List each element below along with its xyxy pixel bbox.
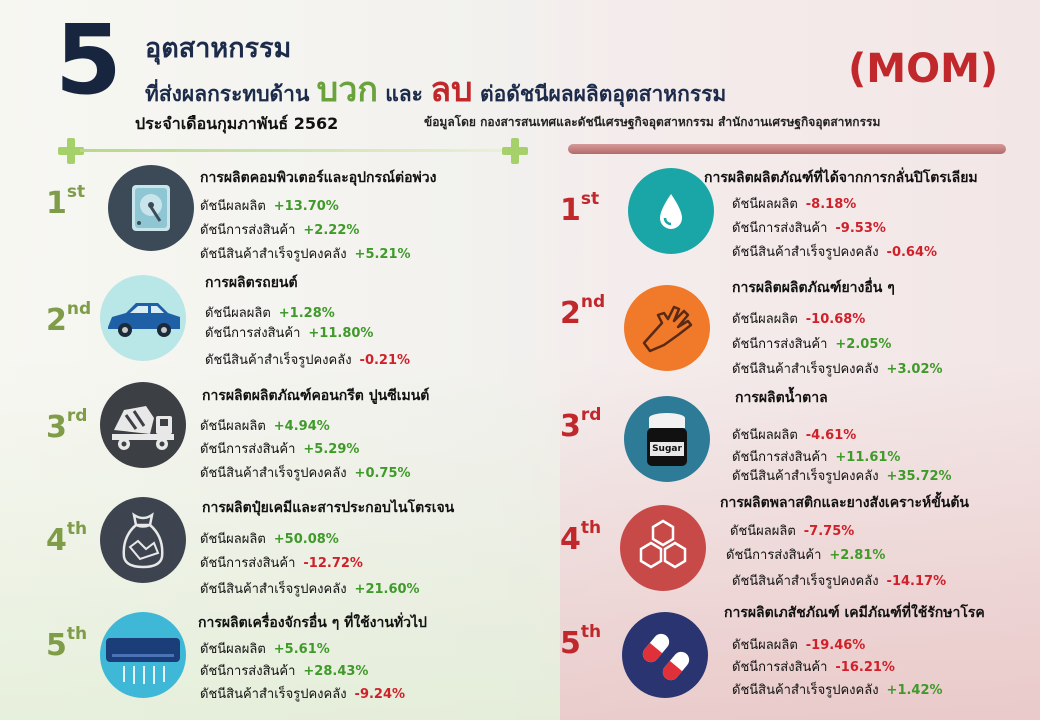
- metric-production: ดัชนีผลผลิต -10.68%: [732, 312, 866, 327]
- metric-inventory: ดัชนีสินค้าสำเร็จรูปคงคลัง +21.60%: [200, 582, 420, 597]
- negative-divider: [568, 144, 1006, 154]
- metric-inventory: ดัชนีสินค้าสำเร็จรูปคงคลัง -0.21%: [205, 353, 411, 368]
- rank-label: 3rd: [46, 406, 88, 445]
- car-icon: [100, 275, 186, 361]
- sugar-jar-label: Sugar: [652, 444, 682, 454]
- metric-inventory: ดัชนีสินค้าสำเร็จรูปคงคลัง -14.17%: [732, 574, 947, 589]
- rank-label: 2nd: [560, 292, 606, 331]
- rank-label: 1st: [560, 189, 600, 228]
- positive-divider: [80, 149, 514, 152]
- industry-title: การผลิตปุ๋ยเคมีและสารประกอบไนโตรเจน: [202, 500, 455, 516]
- industry-title: การผลิตน้ำตาล: [735, 390, 828, 406]
- industry-title: การผลิตรถยนต์: [205, 275, 298, 291]
- and-word: และ: [385, 82, 423, 106]
- plus-icon: [502, 138, 528, 164]
- headline-line1: อุตสาหกรรม: [145, 33, 292, 64]
- rank-label: 4th: [46, 519, 88, 558]
- metric-shipment: ดัชนีการส่งสินค้า +28.43%: [200, 664, 369, 679]
- fertilizer-sack-icon: [100, 497, 186, 583]
- industry-title: การผลิตผลิตภัณฑ์ยางอื่น ๆ: [732, 280, 895, 296]
- metric-production: ดัชนีผลผลิต +13.70%: [200, 199, 339, 214]
- rank-label: 2nd: [46, 299, 92, 338]
- source-credit: ข้อมูลโดย กองสารสนเทศและดัชนีเศรษฐกิจอุต…: [424, 115, 881, 129]
- metric-shipment: ดัชนีการส่งสินค้า -9.53%: [732, 221, 886, 236]
- metric-shipment: ดัชนีการส่งสินค้า +11.80%: [205, 326, 374, 341]
- metric-inventory: ดัชนีสินค้าสำเร็จรูปคงคลัง +1.42%: [732, 683, 943, 698]
- metric-shipment: ดัชนีการส่งสินค้า -16.21%: [732, 660, 895, 675]
- sugar-jar-icon: Sugar: [624, 396, 710, 482]
- industry-title: การผลิตคอมพิวเตอร์และอุปกรณ์ต่อพ่วง: [200, 170, 437, 186]
- industry-title: การผลิตผลิตภัณฑ์คอนกรีต ปูนซีเมนต์: [202, 388, 430, 404]
- headline-line2-pre: ที่ส่งผลกระทบด้าน: [145, 82, 310, 106]
- metric-production: ดัชนีผลผลิต -19.46%: [732, 638, 866, 653]
- rank-label: 4th: [560, 518, 602, 557]
- metric-shipment: ดัชนีการส่งสินค้า +5.29%: [200, 442, 360, 457]
- metric-production: ดัชนีผลผลิต +1.28%: [205, 306, 335, 321]
- headline-number: 5: [55, 4, 122, 116]
- metric-production: ดัชนีผลผลิต +4.94%: [200, 419, 330, 434]
- cement-truck-icon: [100, 382, 186, 468]
- metric-inventory: ดัชนีสินค้าสำเร็จรูปคงคลัง -0.64%: [732, 245, 938, 260]
- industry-title: การผลิตเครื่องจักรอื่น ๆ ที่ใช้งานทั่วไป: [198, 615, 427, 631]
- metric-inventory: ดัชนีสินค้าสำเร็จรูปคงคลัง +3.02%: [732, 362, 943, 377]
- metric-production: ดัชนีผลผลิต +5.61%: [200, 642, 330, 657]
- headline-line2-post: ต่อดัชนีผลผลิตอุตสาหกรรม: [479, 82, 727, 106]
- plus-icon: [58, 138, 84, 164]
- metric-production: ดัชนีผลผลิต -8.18%: [732, 197, 857, 212]
- metric-shipment: ดัชนีการส่งสินค้า +11.61%: [732, 450, 901, 465]
- rubber-glove-icon: [624, 285, 710, 371]
- mom-label: (MOM): [848, 46, 999, 92]
- metric-inventory: ดัชนีสินค้าสำเร็จรูปคงคลัง +0.75%: [200, 466, 411, 481]
- hexagon-molecule-icon: [620, 505, 706, 591]
- negative-word: ลบ: [430, 70, 473, 110]
- oil-drop-icon: [628, 168, 714, 254]
- metric-inventory: ดัชนีสินค้าสำเร็จรูปคงคลัง +35.72%: [732, 469, 952, 484]
- industry-title: การผลิตผลิตภัณฑ์ที่ได้จากการกลั่นปิโตรเล…: [704, 170, 978, 186]
- metric-production: ดัชนีผลผลิต -7.75%: [730, 524, 855, 539]
- metric-shipment: ดัชนีการส่งสินค้า +2.81%: [726, 548, 886, 563]
- rank-label: 5th: [560, 622, 602, 661]
- period-label: ประจำเดือนกุมภาพันธ์ 2562: [135, 114, 339, 133]
- metric-inventory: ดัชนีสินค้าสำเร็จรูปคงคลัง -9.24%: [200, 687, 406, 702]
- hard-drive-icon: [108, 165, 194, 251]
- metric-shipment: ดัชนีการส่งสินค้า +2.05%: [732, 337, 892, 352]
- rank-label: 1st: [46, 182, 86, 221]
- metric-shipment: ดัชนีการส่งสินค้า -12.72%: [200, 556, 363, 571]
- headline-line2: ที่ส่งผลกระทบด้าน บวก และ ลบ ต่อดัชนีผลผ…: [145, 62, 726, 116]
- industry-title: การผลิตพลาสติกและยางสังเคราะห์ขั้นต้น: [720, 495, 969, 511]
- pills-icon: [622, 612, 708, 698]
- rank-label: 5th: [46, 624, 88, 663]
- air-conditioner-icon: [100, 612, 186, 698]
- rank-label: 3rd: [560, 405, 602, 444]
- metric-production: ดัชนีผลผลิต +50.08%: [200, 532, 339, 547]
- metric-inventory: ดัชนีสินค้าสำเร็จรูปคงคลัง +5.21%: [200, 247, 411, 262]
- positive-word: บวก: [316, 70, 378, 110]
- metric-production: ดัชนีผลผลิต -4.61%: [732, 428, 857, 443]
- metric-shipment: ดัชนีการส่งสินค้า +2.22%: [200, 223, 360, 238]
- industry-title: การผลิตเภสัชภัณฑ์ เคมีภัณฑ์ที่ใช้รักษาโร…: [724, 605, 985, 621]
- background-left-fade: [0, 360, 560, 720]
